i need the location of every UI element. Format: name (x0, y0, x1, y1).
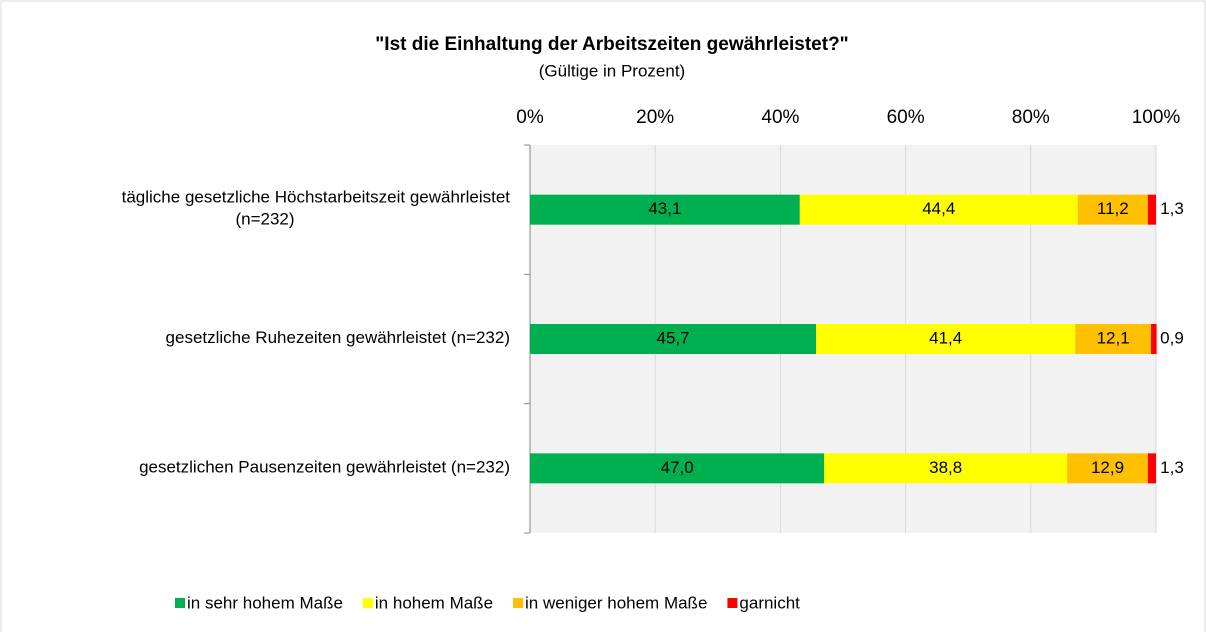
bar-segment (1147, 453, 1156, 484)
x-tick-label: 40% (761, 107, 799, 128)
bar-segment (1077, 194, 1148, 225)
bar-segment (799, 194, 1078, 225)
legend-label: garnicht (739, 593, 800, 612)
data-label: 12,1 (1097, 328, 1130, 347)
bar-segment (530, 194, 800, 225)
y-tick-label-line: tägliche gesetzliche Höchstarbeitszeit g… (122, 188, 511, 207)
bar-segment (1067, 453, 1148, 484)
x-tick-label: 100% (1132, 107, 1181, 128)
bar-segment (1150, 324, 1157, 354)
legend-label: in weniger hohem Maße (525, 593, 707, 612)
x-tick-label: 80% (1012, 107, 1050, 128)
legend-swatch (727, 598, 738, 608)
data-label: 44,4 (922, 199, 955, 218)
x-tick-label: 60% (887, 107, 925, 128)
legend-swatch (175, 598, 185, 608)
x-tick-label: 20% (636, 107, 674, 128)
y-tick-label: tägliche gesetzliche Höchstarbeitszeit g… (122, 188, 511, 229)
bar-segment (530, 453, 825, 484)
y-tick-label: gesetzliche Ruhezeiten gewährleistet (n=… (166, 328, 510, 347)
y-tick-label-line: gesetzlichen Pausenzeiten gewährleistet … (139, 458, 510, 477)
data-label: 1,3 (1160, 458, 1184, 477)
legend-label: in sehr hohem Maße (187, 593, 343, 612)
data-label: 43,1 (648, 199, 681, 218)
data-label: 47,0 (661, 458, 694, 477)
legend-swatch (362, 598, 373, 608)
chart-subtitle: (Gültige in Prozent) (539, 61, 685, 80)
data-label: 0,9 (1160, 328, 1184, 347)
y-tick-label-line: (n=232) (235, 210, 294, 229)
y-tick-label: gesetzlichen Pausenzeiten gewährleistet … (139, 458, 510, 477)
bar-segment (530, 324, 817, 354)
data-label: 11,2 (1097, 199, 1129, 218)
bar-segment (1075, 324, 1151, 354)
legend-swatch (513, 598, 524, 608)
data-label: 38,8 (929, 458, 962, 477)
data-label: 12,9 (1091, 458, 1124, 477)
data-label: 41,4 (929, 328, 962, 347)
data-label: 1,3 (1160, 199, 1184, 218)
y-tick-label-line: gesetzliche Ruhezeiten gewährleistet (n=… (166, 328, 510, 347)
legend-label: in hohem Maße (375, 593, 493, 612)
x-tick-label: 0% (516, 107, 544, 128)
bar-segment (1147, 194, 1156, 225)
chart-title: "Ist die Einhaltung der Arbeitszeiten ge… (375, 34, 848, 55)
data-label: 45,7 (656, 328, 689, 347)
bar-segment (824, 453, 1068, 484)
bar-segment (816, 324, 1076, 354)
